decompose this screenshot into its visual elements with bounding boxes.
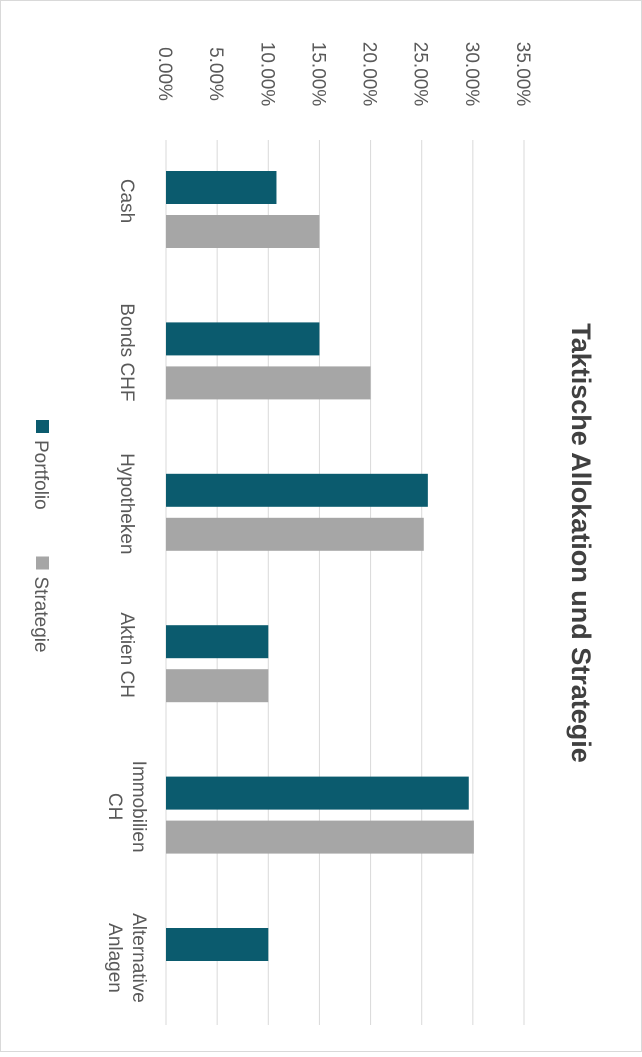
category-label: Bonds CHF (116, 303, 137, 401)
bar-strategie (166, 215, 320, 248)
legend-swatch (36, 556, 49, 570)
tick-label: 35.00% (512, 42, 533, 107)
tick-label: 20.00% (359, 42, 380, 107)
category-label-text: Anlagen (104, 923, 125, 993)
bar-portfolio (166, 625, 269, 659)
legend-swatch (36, 420, 49, 433)
category-label-text: Immobilien (128, 761, 149, 853)
category-label: Cash (116, 179, 137, 223)
category-label-text: Hypotheken (116, 453, 137, 554)
bar-portfolio (166, 171, 277, 204)
tick-label: 0.00% (154, 47, 175, 101)
tick-label: 30.00% (461, 42, 482, 107)
legend-group: Portfolio Strategie (30, 420, 51, 653)
legend-label: Portfolio (30, 440, 51, 510)
tick-labels: 0.00% 5.00% 10.00% 15.00% 20.00% 25.00% 30.00%… (154, 42, 533, 107)
legend-label: Strategie (30, 577, 51, 653)
category-label: Aktien CH (116, 612, 137, 698)
gridlines (165, 140, 525, 1025)
tick-label: 10.00% (256, 42, 277, 107)
category-label-text: Alternative (128, 913, 149, 1003)
tick-label: 25.00% (410, 42, 431, 107)
category-label-text: CH (104, 793, 125, 820)
tick-label: 15.00% (307, 42, 328, 107)
tick-label: 5.00% (205, 47, 226, 101)
bar-strategie (166, 820, 474, 854)
bar-strategie (166, 669, 269, 703)
bar-strategie (166, 366, 371, 400)
category-label-text: Bonds CHF (116, 303, 137, 401)
bar-strategie (166, 517, 424, 551)
chart-title: Taktische Allokation und Strategie (566, 323, 596, 763)
legend: Portfolio Strategie (30, 420, 51, 653)
category-label: Hypotheken (116, 453, 137, 554)
category-label-text: Cash (116, 179, 137, 223)
bar-portfolio (166, 473, 428, 507)
category-labels: Cash Bonds CHF Hypotheken Aktien CH Immobili… (104, 179, 149, 1003)
bars (166, 171, 474, 961)
bar-portfolio (166, 776, 469, 810)
category-label-text: Aktien CH (116, 612, 137, 698)
bar-portfolio (166, 928, 269, 961)
bar-portfolio (166, 322, 320, 356)
